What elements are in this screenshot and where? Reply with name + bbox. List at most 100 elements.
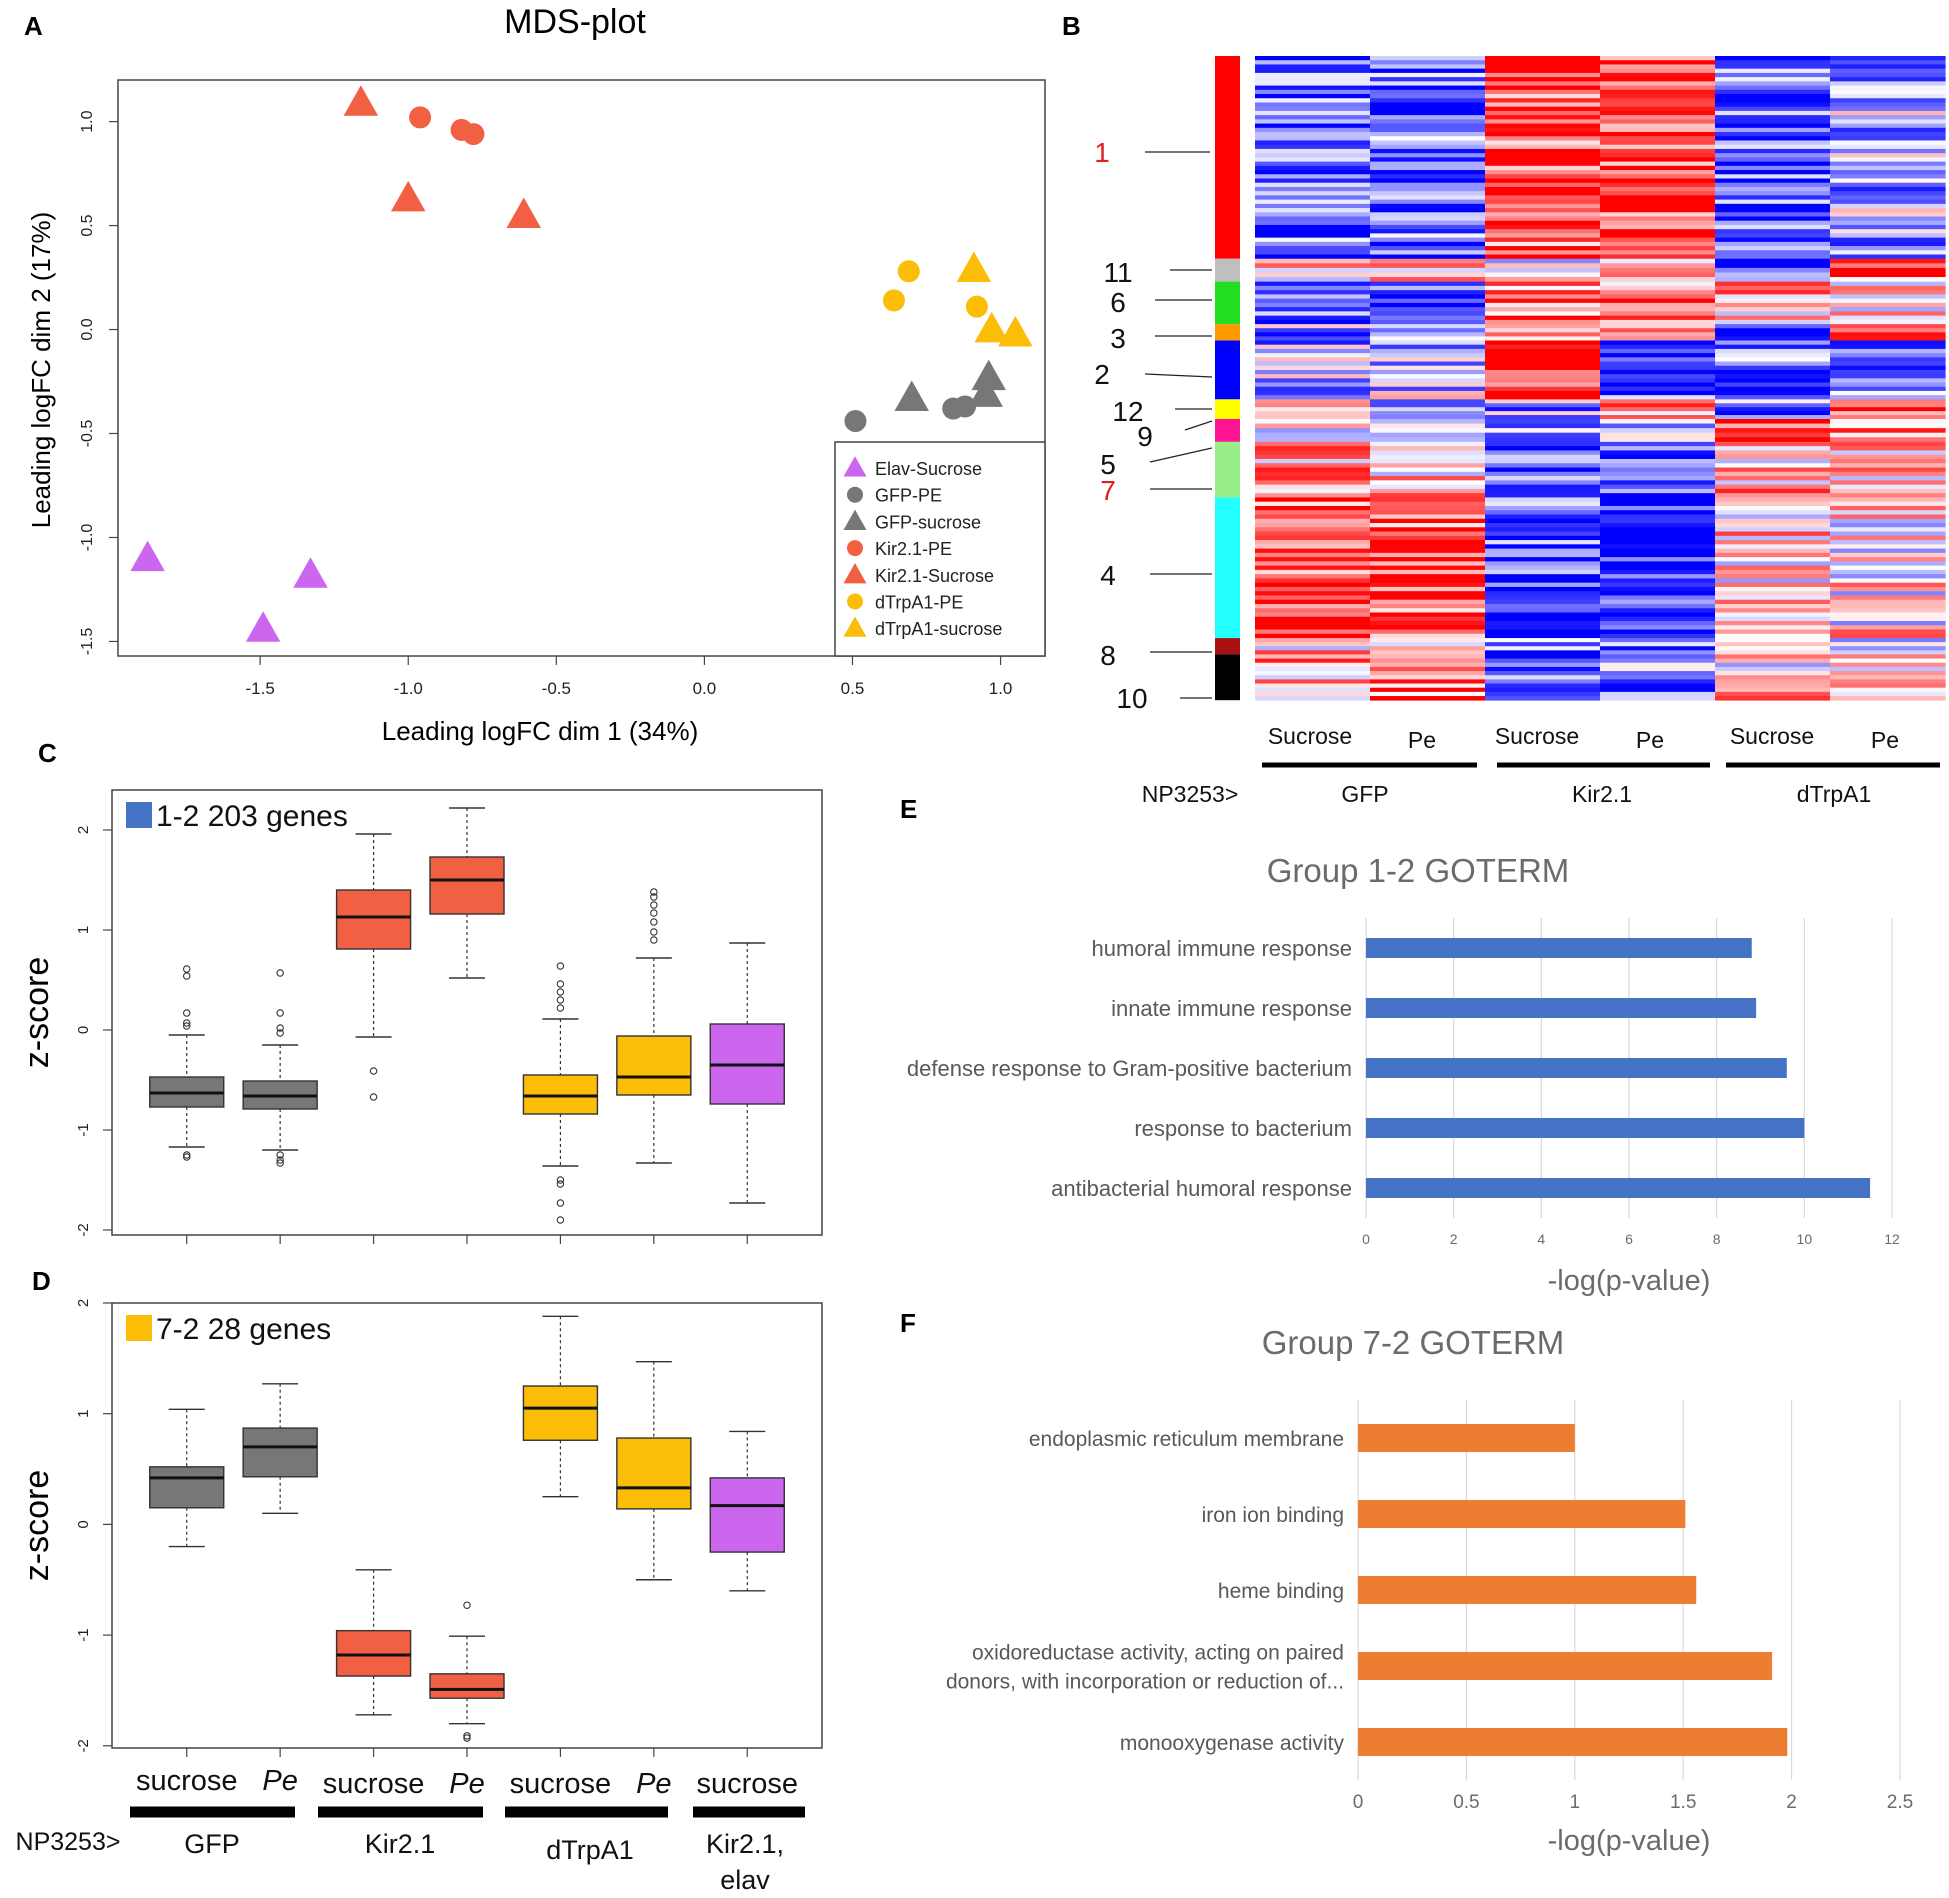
heatmap-cell (1830, 625, 1946, 630)
mds-point-kir2.1-sucrose (506, 197, 541, 228)
heatmap-cell (1485, 98, 1601, 103)
heatmap-cell (1600, 208, 1716, 213)
mds-x-tick-label: -0.5 (542, 679, 571, 698)
heatmap-cell (1830, 106, 1946, 112)
heatmap-cell (1715, 407, 1831, 412)
heatmap-cell (1600, 407, 1716, 412)
heatmap-cell (1255, 127, 1371, 133)
heatmap-cell (1485, 654, 1601, 659)
heatmap-cell (1485, 675, 1601, 680)
heatmap-cluster-bar (1215, 399, 1240, 419)
heatmap-cell (1370, 497, 1486, 503)
heatmap-cell (1485, 315, 1601, 321)
heatmap-cell (1255, 369, 1371, 375)
heatmap-cell (1370, 250, 1486, 255)
heatmap-cell (1830, 68, 1946, 74)
heatmap-cell (1485, 64, 1601, 70)
boxplot-group-label: elav (720, 1865, 770, 1895)
heatmap-cell (1715, 81, 1831, 86)
go-category-label: heme binding (1218, 1580, 1344, 1603)
heatmap-cell (1255, 415, 1371, 420)
heatmap-cell (1600, 531, 1716, 537)
heatmap-cluster-label: 12 (1112, 396, 1143, 427)
heatmap-cell (1255, 518, 1371, 524)
heatmap-cell (1830, 123, 1946, 129)
heatmap-cell (1600, 285, 1716, 291)
heatmap-cell (1255, 548, 1371, 554)
heatmap-cell (1255, 505, 1371, 511)
heatmap-cell (1715, 454, 1831, 460)
heatmap-cell (1370, 415, 1486, 420)
heatmap-cell (1370, 357, 1486, 362)
heatmap-cell (1830, 480, 1946, 486)
mds-legend-marker (847, 593, 863, 610)
mds-y-tick-label: -0.5 (79, 420, 96, 448)
heatmap-cell (1600, 591, 1716, 596)
heatmap-cell (1370, 344, 1486, 350)
heatmap-cell (1370, 263, 1486, 269)
heatmap-cell (1370, 89, 1486, 95)
mds-x-tick-label: -1.5 (246, 679, 275, 698)
heatmap-cluster-bar (1215, 441, 1240, 498)
heatmap-cell (1600, 662, 1716, 668)
heatmap-cell (1715, 72, 1831, 78)
heatmap-cell (1830, 110, 1946, 116)
heatmap-cell (1715, 458, 1831, 464)
heatmap-cell (1715, 423, 1831, 429)
heatmap-cell (1485, 56, 1601, 61)
heatmap-cell (1830, 501, 1946, 507)
boxplot-outlier (182, 972, 191, 980)
mds-legend-marker (847, 486, 863, 503)
heatmap-cell (1485, 612, 1601, 618)
boxplot-box (335, 1629, 412, 1677)
heatmap-cell (1830, 691, 1946, 697)
heatmap-cell (1485, 471, 1601, 477)
heatmap-cell (1715, 578, 1831, 584)
heatmap-cell (1255, 170, 1371, 175)
heatmap-cell (1830, 591, 1946, 596)
mds-point-elav-sucrose (293, 557, 328, 588)
heatmap-cell (1255, 178, 1371, 184)
goterm-bar-group-1-2: Group 1-2 GOTERM 0 2 4 6 8 10 12 -log(p-value) hu… (907, 852, 1900, 1297)
heatmap-cell (1600, 687, 1716, 693)
heatmap-cell (1715, 544, 1831, 549)
heatmap-cell (1830, 642, 1946, 647)
heatmap-cell (1255, 662, 1371, 668)
heatmap-cell (1830, 658, 1946, 664)
heatmap-cell (1830, 514, 1946, 520)
heatmap-cell (1485, 348, 1601, 354)
heatmap-cluster-bar (1215, 56, 1240, 259)
heatmap-cell (1600, 195, 1716, 201)
heatmap-cell (1370, 123, 1486, 129)
go-category-label: innate immune response (1111, 996, 1352, 1021)
heatmap-cell (1255, 578, 1371, 584)
heatmap-cell (1255, 267, 1371, 273)
go-category-label: iron ion binding (1202, 1504, 1344, 1527)
heatmap-cell (1370, 115, 1486, 120)
heatmap-cell (1600, 390, 1716, 396)
heatmap-cell (1830, 467, 1946, 473)
mds-title: MDS-plot (504, 3, 646, 41)
heatmap-cell (1255, 203, 1371, 209)
heatmap-cell (1485, 148, 1601, 154)
heatmap-cell (1370, 458, 1486, 464)
heatmap-cell (1370, 361, 1486, 367)
heatmap-cell (1370, 72, 1486, 78)
heatmap-cell (1600, 336, 1716, 341)
heatmap-cell (1830, 531, 1946, 537)
heatmap-cell (1715, 378, 1831, 383)
heatmap-cell (1600, 621, 1716, 626)
heatmap-genotype-label: NP3253> (1142, 781, 1239, 807)
go-x-tick-label: 0 (1353, 1792, 1364, 1813)
boxplot-outlier (276, 1009, 284, 1017)
heatmap-cell (1600, 437, 1716, 443)
heatmap-cell (1715, 365, 1831, 371)
heatmap-cell (1600, 267, 1716, 273)
heatmap-cell (1255, 85, 1371, 91)
heatmap-cell (1255, 241, 1371, 247)
heatmap-cell (1830, 390, 1946, 396)
heatmap-cell (1830, 254, 1946, 260)
boxplot-outlier (556, 1004, 565, 1012)
heatmap-cell (1255, 357, 1371, 362)
heatmap-cell (1715, 480, 1831, 486)
